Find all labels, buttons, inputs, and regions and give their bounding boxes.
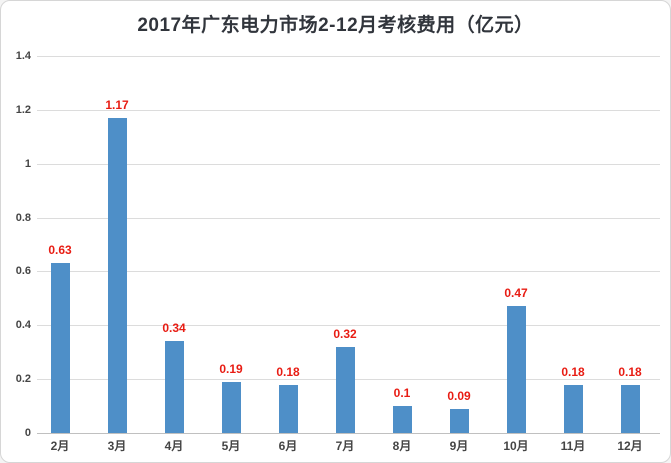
bar-value-label: 0.19 (219, 361, 243, 376)
bar-3月 (107, 117, 127, 433)
bar-12月 (620, 384, 640, 433)
bar-4月 (164, 341, 184, 433)
bar-5月 (221, 381, 241, 433)
y-axis-label: 0.2 (15, 373, 31, 386)
x-axis-label: 3月 (107, 439, 127, 453)
bar-9月 (449, 408, 469, 433)
x-axis-label: 10月 (503, 439, 529, 453)
x-axis-baseline (37, 433, 660, 434)
x-axis-label: 8月 (392, 439, 412, 453)
x-axis-label: 11月 (560, 439, 586, 453)
bar-value-label: 0.63 (48, 243, 72, 258)
bar-11月 (563, 384, 583, 433)
chart-title: 2017年广东电力市场2-12月考核费用（亿元） (137, 15, 534, 36)
x-axis-label: 2月 (50, 439, 70, 453)
bar-value-label: 0.18 (561, 364, 585, 379)
x-axis-label: 6月 (278, 439, 298, 453)
bar-7月 (335, 346, 355, 433)
bar-2月 (50, 263, 70, 433)
gridline (37, 109, 660, 111)
y-axis-label: 1.4 (15, 50, 31, 62)
gridline (37, 56, 660, 57)
bar-value-label: 0.32 (333, 326, 357, 341)
gridline (37, 163, 660, 165)
x-axis-label: 4月 (164, 439, 184, 453)
y-axis-label: 0.6 (15, 265, 31, 278)
bar-value-label: 1.17 (105, 97, 129, 112)
bar-value-label: 0.09 (447, 388, 471, 403)
bar-6月 (278, 384, 298, 433)
gridline (37, 217, 660, 219)
bar-value-label: 0.18 (618, 364, 642, 379)
gridline (37, 325, 660, 327)
bar-value-label: 0.18 (276, 364, 300, 379)
y-axis-label: 1.2 (15, 103, 31, 116)
x-axis-label: 7月 (335, 439, 355, 453)
gridline (37, 271, 660, 273)
y-axis-label: 1 (24, 157, 31, 170)
y-axis-label: 0.8 (15, 211, 31, 224)
bar-10月 (506, 306, 526, 433)
x-axis-label: 5月 (221, 439, 241, 453)
bar-value-label: 0.1 (393, 386, 411, 401)
y-axis-label: 0 (24, 427, 31, 439)
bar-value-label: 0.47 (504, 286, 528, 301)
x-axis-label: 12月 (617, 439, 643, 453)
bar-value-label: 0.34 (162, 321, 186, 336)
y-axis-label: 0.4 (15, 319, 31, 332)
bar-8月 (392, 406, 412, 433)
x-axis-label: 9月 (449, 439, 469, 453)
